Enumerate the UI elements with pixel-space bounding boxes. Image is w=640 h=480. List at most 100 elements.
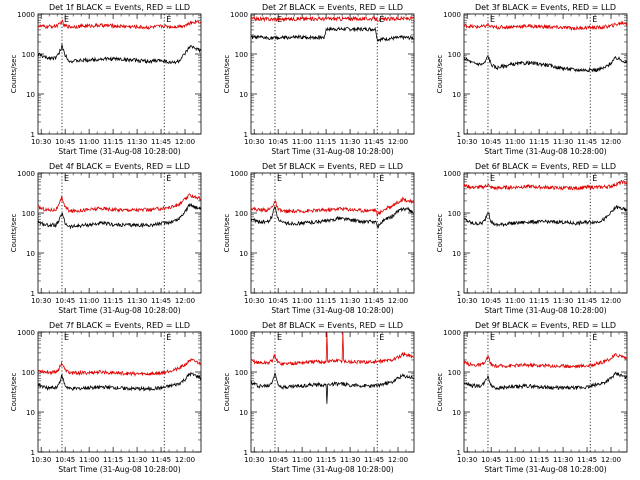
panel-title: Det 6f BLACK = Events, RED = LLD [475,162,616,171]
event-marker-label: E [277,174,282,183]
x-tick-label: 12:00 [388,138,408,146]
x-tick-label: 12:00 [601,456,621,464]
x-tick-label: 11:15 [103,297,123,305]
event-marker-label: E [379,333,384,342]
panel-title: Det 8f BLACK = Events, RED = LLD [262,321,403,330]
x-tick-label: 11:45 [364,138,384,146]
y-tick-label: 1000 [230,170,248,178]
y-axis-label: Counts/sec [223,214,231,253]
x-tick-label: 10:45 [55,297,75,305]
detector-panel-6: Det 6f BLACK = Events, RED = LLD 1 10 100 10… [436,162,628,315]
x-tick-label: 10:30 [244,138,264,146]
event-marker-label: E [64,15,69,24]
plot-frame [37,13,202,135]
plot-frame [250,331,415,453]
x-tick-label: 11:00 [292,297,312,305]
y-tick-label: 1 [244,290,248,298]
x-tick-label: 11:00 [79,297,99,305]
y-tick-label: 10 [452,91,461,99]
x-axis-label: Start Time (31-Aug-08 10:28:00) [271,147,393,156]
y-tick-label: 1000 [230,11,248,19]
event-marker-label: E [166,15,171,24]
event-marker-label: E [490,333,495,342]
x-tick-label: 10:45 [481,456,501,464]
y-tick-label: 10 [26,250,35,258]
lld-series-line [463,20,628,32]
x-tick-label: 12:00 [175,138,195,146]
x-tick-label: 11:15 [316,456,336,464]
y-tick-label: 100 [22,51,35,59]
event-marker-label: E [592,174,597,183]
event-marker-label: E [592,15,597,24]
event-marker-label: E [379,15,384,24]
event-marker-label: E [64,333,69,342]
y-tick-label: 10 [26,409,35,417]
detector-panel-1: Det 1f BLACK = Events, RED = LLD 1 10 100 10… [10,3,202,156]
x-tick-label: 10:30 [457,456,477,464]
x-tick-label: 12:00 [175,456,195,464]
y-tick-label: 100 [448,210,461,218]
x-tick-label: 11:45 [151,297,171,305]
events-series-line [37,44,202,65]
lld-series-line [463,179,628,191]
y-axis-label: Counts/sec [10,55,18,94]
x-tick-label: 11:00 [79,138,99,146]
plot-frame [250,13,415,135]
x-tick-label: 11:00 [505,297,525,305]
panel-title: Det 1f BLACK = Events, RED = LLD [49,3,190,12]
y-axis-label: Counts/sec [436,373,444,412]
plot-frame [250,172,415,294]
lld-series-line [37,193,202,214]
y-tick-label: 1000 [17,170,35,178]
y-axis-label: Counts/sec [223,373,231,412]
x-tick-label: 12:00 [175,297,195,305]
events-series-line [250,372,415,404]
x-tick-label: 11:15 [103,138,123,146]
lld-series-line [250,15,415,23]
panel-title: Det 7f BLACK = Events, RED = LLD [49,321,190,330]
panel-title: Det 3f BLACK = Events, RED = LLD [475,3,616,12]
y-axis-label: Counts/sec [436,55,444,94]
y-tick-label: 1 [457,131,461,139]
events-series-line [463,53,628,73]
y-axis-label: Counts/sec [10,373,18,412]
x-tick-label: 11:45 [151,138,171,146]
events-series-line [463,204,628,228]
event-marker-label: E [592,333,597,342]
lld-series-line [37,19,202,30]
detector-panel-3: Det 3f BLACK = Events, RED = LLD 1 10 100 10… [436,3,628,156]
x-tick-label: 11:00 [79,456,99,464]
x-tick-label: 10:45 [55,138,75,146]
x-tick-label: 11:00 [505,456,525,464]
x-axis-label: Start Time (31-Aug-08 10:28:00) [58,465,180,474]
x-tick-label: 10:30 [457,297,477,305]
y-axis-label: Counts/sec [10,214,18,253]
x-tick-label: 11:30 [340,456,360,464]
lld-series-line [250,196,415,217]
x-tick-label: 12:00 [388,456,408,464]
y-tick-label: 100 [235,210,248,218]
x-tick-label: 11:45 [577,138,597,146]
x-tick-label: 11:45 [577,456,597,464]
y-tick-label: 1 [31,290,35,298]
lld-series-line [37,358,202,377]
detector-panel-4: Det 4f BLACK = Events, RED = LLD 1 10 100 10… [10,162,202,315]
x-tick-label: 11:30 [127,138,147,146]
y-tick-label: 10 [239,91,248,99]
x-tick-label: 11:15 [316,297,336,305]
x-tick-label: 10:30 [31,138,51,146]
x-tick-label: 11:45 [364,456,384,464]
x-tick-label: 11:30 [127,456,147,464]
x-tick-label: 11:45 [151,456,171,464]
y-tick-label: 1 [244,449,248,457]
y-tick-label: 100 [448,51,461,59]
detector-panel-2: Det 2f BLACK = Events, RED = LLD 1 10 100 10… [223,3,415,156]
x-tick-label: 11:30 [340,297,360,305]
x-axis-label: Start Time (31-Aug-08 10:28:00) [484,465,606,474]
events-series-line [37,202,202,230]
detector-panel-5: Det 5f BLACK = Events, RED = LLD 1 10 100 10… [223,162,415,315]
x-tick-label: 11:30 [553,456,573,464]
events-series-line [37,371,202,392]
event-marker-label: E [166,333,171,342]
